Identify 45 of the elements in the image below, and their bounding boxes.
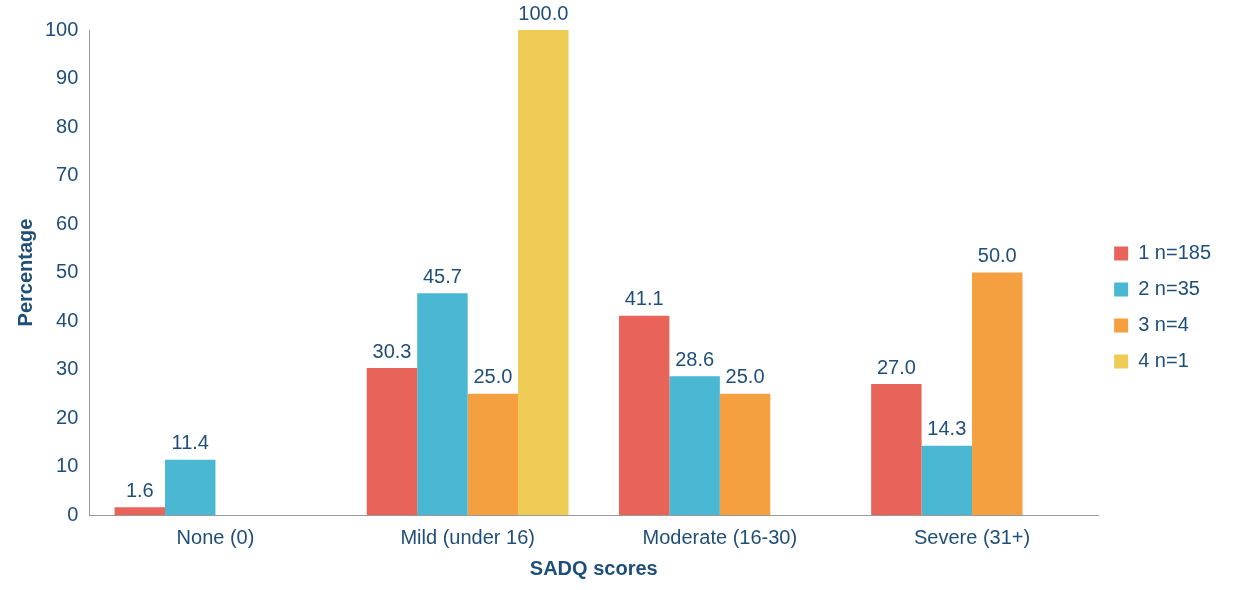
legend-label: 2 n=35 [1138,277,1200,300]
bar [719,393,771,515]
data-label: 11.4 [171,431,209,454]
y-tick-label: 20 [56,405,79,428]
x-tick-label: Mild (under 16) [400,525,535,548]
data-label: 100.0 [518,1,569,24]
y-tick-label: 80 [56,114,79,137]
y-tick-label: 100 [44,17,79,40]
legend-label: 4 n=1 [1138,349,1189,372]
y-tick-label: 40 [56,308,79,331]
y-tick-label: 10 [56,454,79,477]
y-tick-label: 70 [56,163,79,186]
legend-label: 3 n=4 [1138,313,1189,336]
data-label: 50.0 [977,244,1017,267]
y-tick-label: 90 [56,66,79,89]
bar [467,393,519,515]
data-label: 45.7 [422,264,462,287]
bar [669,376,720,515]
bar [114,507,166,515]
x-tick-label: None (0) [176,525,255,548]
y-tick-label: 0 [67,502,79,525]
data-label: 41.1 [624,287,664,310]
x-axis-title: SADQ scores [529,556,658,579]
y-tick-label: 30 [56,357,79,380]
data-label: 27.0 [876,355,916,378]
legend-label: 1 n=185 [1138,241,1212,264]
y-tick-label: 60 [56,211,79,234]
bar [165,459,216,515]
x-tick-label: Severe (31+) [913,525,1031,548]
bar [972,272,1023,515]
bar [871,384,922,515]
x-tick-label: Moderate (16-30) [642,525,798,548]
data-label: 1.6 [125,478,154,501]
bar [518,30,569,515]
bar [921,445,973,515]
y-tick-label: 50 [56,260,79,283]
data-label: 30.3 [372,339,412,362]
bar [618,315,670,515]
bar [417,293,468,515]
data-label: 25.0 [725,365,765,388]
data-label: 14.3 [927,417,967,440]
y-axis-title: Percentage [13,218,36,327]
bar [366,368,418,515]
data-label: 28.6 [675,347,715,370]
data-label: 25.0 [473,365,513,388]
